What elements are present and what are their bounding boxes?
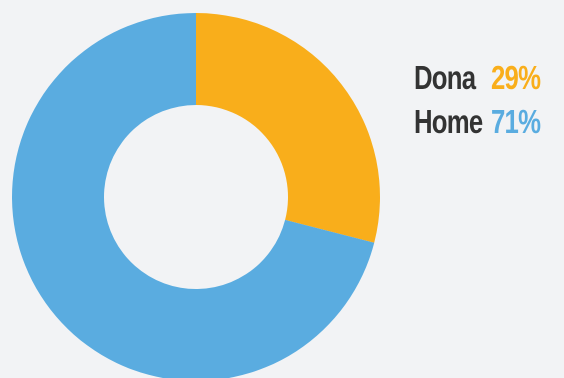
legend-item-home: Home 71%: [414, 100, 564, 144]
legend-label-dona: Dona: [414, 59, 476, 96]
slice-home: [12, 13, 375, 378]
legend-label-home: Home: [414, 103, 483, 140]
legend-item-dona: Dona 29%: [414, 56, 564, 100]
legend-value-home: 71%: [491, 103, 541, 140]
legend-value-dona: 29%: [491, 59, 541, 96]
donut-slices: [12, 13, 380, 378]
slice-dona: [196, 13, 380, 243]
chart-legend: Dona 29% Home 71%: [414, 56, 564, 144]
